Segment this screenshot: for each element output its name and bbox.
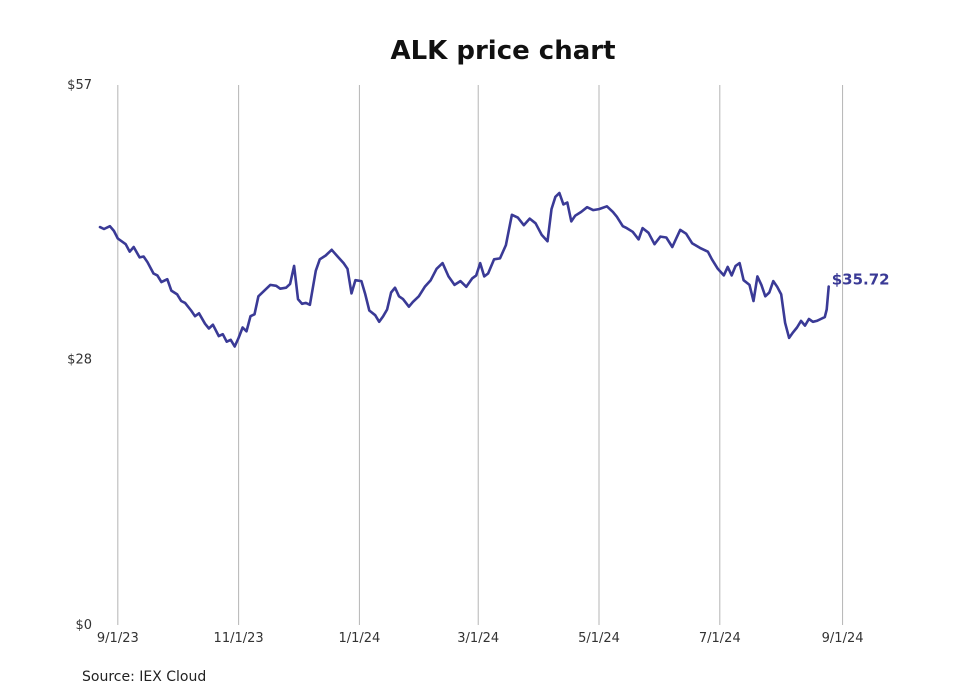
x-tick-label-1: 11/1/23	[214, 631, 264, 646]
grid-lines	[117, 85, 844, 625]
x-tick-label-6: 9/1/24	[822, 631, 864, 646]
y-tick-label-1: $28	[67, 353, 92, 368]
chart-title: ALK price chart	[390, 36, 615, 66]
y-axis-ticks: $0 $28 $57	[67, 78, 92, 633]
x-tick-label-4: 5/1/24	[578, 631, 620, 646]
x-tick-label-2: 1/1/24	[338, 631, 380, 646]
last-price-label: $35.72	[832, 271, 890, 289]
source-note: Source: IEX Cloud	[82, 669, 207, 685]
x-tick-label-0: 9/1/23	[97, 631, 139, 646]
x-tick-label-3: 3/1/24	[457, 631, 499, 646]
y-tick-label-0: $0	[75, 618, 92, 633]
y-tick-label-2: $57	[67, 78, 92, 93]
x-axis-ticks: 9/1/23 11/1/23 1/1/24 3/1/24 5/1/24 7/1/24 9/1…	[97, 631, 864, 646]
x-tick-label-5: 7/1/24	[699, 631, 741, 646]
series-group	[98, 191, 830, 348]
series-line-0	[98, 191, 830, 348]
